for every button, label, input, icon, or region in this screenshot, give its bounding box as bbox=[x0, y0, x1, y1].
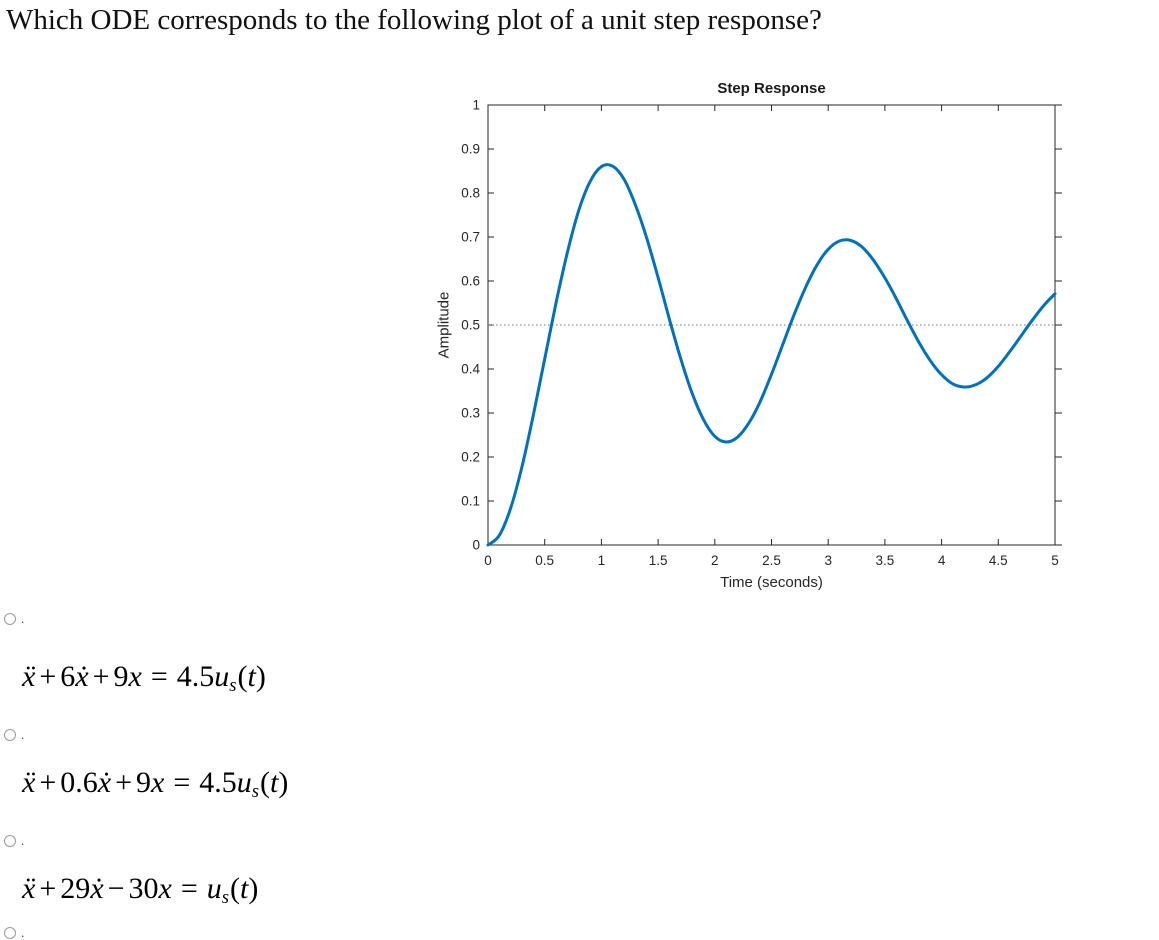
equation-token: t bbox=[240, 872, 249, 905]
y-tick-label: 0.8 bbox=[461, 186, 480, 201]
y-tick-label: 0.4 bbox=[461, 362, 480, 377]
option-equation-3: ẍ +29ẋ −30x = us(t) bbox=[22, 872, 258, 909]
equation-token: x bbox=[151, 766, 165, 799]
y-tick-label: 0 bbox=[472, 538, 480, 553]
x-tick-label: 4 bbox=[938, 553, 946, 568]
equation-token: ẍ bbox=[22, 766, 36, 799]
equation-token: 29 bbox=[60, 872, 91, 905]
equation-token: 4.5 bbox=[199, 766, 237, 799]
equation-token: ẋ bbox=[90, 872, 104, 905]
plot-area: 0 0.5 1 1.5 2 2.5 3 3.5 4 4.5 5 0 0.1 0.2 0.3 0.4 0.5 0.6… bbox=[461, 98, 1062, 568]
answer-option-1: . bbox=[4, 612, 24, 625]
equation-token: ( bbox=[230, 872, 240, 905]
radio-marker-text: . bbox=[21, 925, 25, 940]
equation-token: u bbox=[236, 766, 252, 799]
x-tick-label: 2 bbox=[711, 553, 719, 568]
x-axis-label: Time (seconds) bbox=[720, 574, 823, 591]
y-tick-label: 0.3 bbox=[461, 406, 480, 421]
answer-option-4: . bbox=[4, 926, 24, 939]
equation-token: x bbox=[128, 660, 142, 693]
equation-token: 9 bbox=[113, 660, 129, 693]
equation-token: ( bbox=[260, 766, 270, 799]
radio-button-3[interactable] bbox=[4, 834, 16, 847]
response-curve bbox=[486, 163, 1057, 547]
equation-token: 9 bbox=[136, 766, 151, 799]
equation-token: + bbox=[39, 766, 57, 799]
equation-token: = bbox=[150, 660, 168, 693]
equation-token: s bbox=[229, 675, 237, 697]
equation-token: ) bbox=[255, 660, 266, 693]
equation-token: 30 bbox=[128, 872, 159, 905]
y-tick-label: 0.7 bbox=[461, 230, 480, 245]
question-text: Which ODE corresponds to the following p… bbox=[6, 4, 822, 36]
equation-token: = bbox=[173, 766, 191, 799]
equation-token: u bbox=[206, 872, 222, 905]
x-tick-label: 0 bbox=[484, 553, 492, 568]
radio-button-2[interactable] bbox=[4, 728, 16, 741]
equation-token: ) bbox=[248, 872, 259, 905]
step-response-chart: Step Response 0 0.5 1 1.5 2 2.5 3 3.5 4 4.5 5 0 0.1 0… bbox=[420, 78, 1120, 608]
equation-token: + bbox=[92, 660, 110, 693]
answer-option-3: . bbox=[4, 834, 24, 847]
x-tick-label: 1 bbox=[598, 553, 606, 568]
radio-button-1[interactable] bbox=[4, 612, 16, 625]
equation-token: ẍ bbox=[22, 660, 36, 693]
answer-option-2: . bbox=[4, 728, 24, 741]
equation-token: 0.6 bbox=[60, 766, 98, 799]
equation-token: x bbox=[158, 872, 172, 905]
equation-token: s bbox=[251, 781, 259, 803]
equation-token: ẋ bbox=[75, 660, 89, 693]
x-tick-label: 0.5 bbox=[535, 553, 554, 568]
radio-marker-text: . bbox=[21, 611, 25, 626]
radio-marker-text: . bbox=[21, 833, 25, 848]
option-equation-2: ẍ +0.6ẋ +9x = 4.5us(t) bbox=[22, 766, 288, 803]
option-equation-1: ẍ +6ẋ +9x = 4.5us(t) bbox=[22, 660, 266, 697]
equation-token: t bbox=[270, 766, 279, 799]
x-tick-label: 1.5 bbox=[649, 553, 668, 568]
equation-token: t bbox=[247, 660, 256, 693]
equation-token: + bbox=[115, 766, 132, 799]
equation-token: s bbox=[221, 887, 229, 909]
equation-token: u bbox=[214, 660, 230, 693]
y-tick-label: 0.1 bbox=[461, 494, 480, 509]
x-tick-label: 2.5 bbox=[762, 553, 781, 568]
equation-token: + bbox=[39, 872, 57, 905]
y-tick-label: 1 bbox=[472, 98, 480, 113]
equation-token: = bbox=[180, 872, 198, 905]
x-tick-label: 3 bbox=[824, 553, 832, 568]
y-tick-label: 0.6 bbox=[461, 274, 480, 289]
radio-marker-text: . bbox=[21, 727, 25, 742]
y-tick-label: 0.5 bbox=[461, 318, 480, 333]
equation-token: ẍ bbox=[22, 872, 36, 905]
x-tick-label: 3.5 bbox=[876, 553, 895, 568]
y-tick-label: 0.9 bbox=[461, 142, 480, 157]
equation-token: 4.5 bbox=[176, 660, 215, 693]
y-axis-label: Amplitude bbox=[435, 291, 453, 359]
equation-token: ( bbox=[237, 660, 248, 693]
chart-title: Step Response bbox=[717, 80, 826, 97]
answer-options: . ẍ +6ẋ +9x = 4.5us(t). ẍ +0.6ẋ +9x = 4.5us(t)… bbox=[0, 610, 600, 939]
equation-token: 6 bbox=[60, 660, 76, 693]
equation-token: + bbox=[39, 660, 57, 693]
equation-token: ẋ bbox=[97, 766, 112, 799]
equation-token: ) bbox=[278, 766, 289, 799]
x-tick-label: 4.5 bbox=[989, 553, 1008, 568]
y-tick-label: 0.2 bbox=[461, 450, 480, 465]
x-tick-label: 5 bbox=[1051, 553, 1059, 568]
equation-token: − bbox=[107, 872, 125, 905]
